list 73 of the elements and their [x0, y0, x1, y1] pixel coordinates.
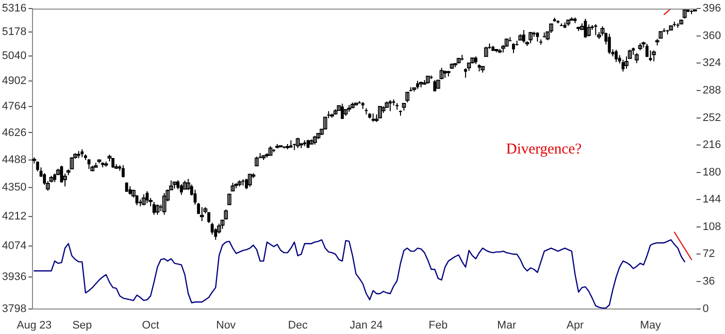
y-tick-label: 4902 [2, 75, 26, 88]
x-tick-label: Apr [566, 319, 584, 332]
candlestick [512, 42, 515, 54]
candlestick [405, 91, 410, 103]
x-tick-label: Mar [497, 319, 516, 332]
candlestick [152, 201, 156, 216]
y2-tick-label: 72 [702, 248, 715, 260]
annotation: Divergence? [506, 142, 582, 158]
y2-tick-label: 144 [702, 194, 722, 206]
candlestick [254, 156, 259, 166]
candlestick [200, 206, 204, 222]
x-tick-label: Dec [288, 319, 308, 332]
candlestick [180, 184, 183, 196]
candlestick [125, 182, 128, 192]
x-tick-label: Aug 23 [16, 319, 52, 332]
candlestick [528, 31, 533, 44]
candlestick [268, 146, 272, 156]
x-tick-label: Oct [142, 319, 160, 332]
candlestick [70, 156, 74, 170]
candlestick [296, 137, 300, 149]
candlestick [614, 49, 618, 63]
y-tick-label: 4350 [2, 182, 26, 194]
candlestick [146, 190, 149, 204]
x-tick-label: Jan 24 [350, 319, 383, 332]
y2-tick-label: 324 [702, 57, 722, 70]
candlestick [586, 24, 591, 37]
y-tick-label: 4488 [2, 154, 26, 166]
y2-tick-label: 252 [702, 112, 722, 124]
y-tick-label: 4764 [2, 100, 26, 113]
candlestick [60, 165, 64, 184]
y-tick-label: 5316 [2, 2, 26, 15]
y2-tick-label: 108 [702, 220, 722, 233]
y2-tick-label: 288 [702, 84, 722, 97]
candlestick [244, 178, 248, 190]
y2-tick-label: 216 [702, 139, 722, 152]
candlestick [227, 193, 232, 206]
candlestick [111, 157, 114, 168]
candlestick [248, 173, 252, 188]
candlestick [484, 46, 488, 57]
y2-tick-label: 0 [702, 302, 709, 315]
candlestick [155, 204, 160, 216]
y-tick-label: 5040 [2, 50, 26, 62]
candlestick [162, 192, 166, 216]
y2-tick-label: 180 [702, 166, 722, 178]
y2-tick-label: 36 [702, 276, 715, 288]
candlestick [652, 50, 656, 62]
y-tick-label: 4626 [2, 126, 26, 139]
y-tick-label: 3798 [2, 302, 26, 315]
y-tick-label: 5178 [2, 26, 26, 38]
x-tick-label: Sep [72, 319, 92, 332]
candlestick [433, 80, 436, 92]
y-tick-label: 3936 [2, 270, 26, 283]
y2-tick-label: 360 [702, 30, 722, 42]
candlestick [142, 194, 146, 206]
candlestick [522, 30, 526, 44]
candlestick [648, 50, 652, 62]
candlestick [584, 18, 587, 38]
y2-tick-label: 396 [702, 2, 722, 15]
candlestick [378, 106, 382, 119]
y-tick-label: 4212 [2, 210, 26, 222]
candlestick [646, 43, 649, 58]
candlestick [608, 33, 611, 55]
candlestick [622, 59, 625, 72]
candlestick [87, 158, 90, 170]
candlestick [594, 24, 598, 36]
candlestick [388, 100, 392, 112]
x-tick-label: Feb [428, 319, 448, 332]
candlestick [122, 164, 125, 178]
x-tick-label: May [640, 319, 662, 332]
candlestick [340, 103, 344, 120]
candlestick [464, 68, 468, 78]
y-tick-label: 4074 [2, 240, 26, 252]
x-tick-label: Nov [216, 319, 236, 332]
